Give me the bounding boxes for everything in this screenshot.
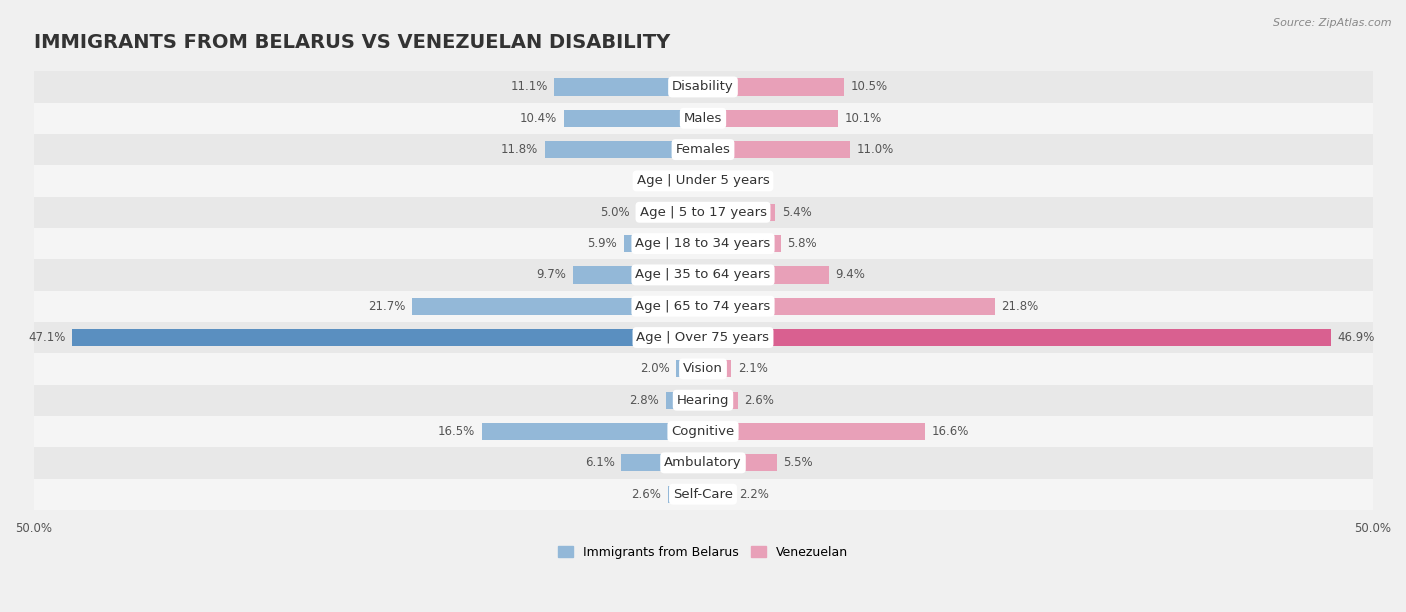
Text: Self-Care: Self-Care	[673, 488, 733, 501]
Bar	[703, 329, 1331, 346]
Bar	[34, 165, 1372, 196]
Bar	[703, 204, 775, 221]
Bar	[34, 134, 1372, 165]
Text: Age | Over 75 years: Age | Over 75 years	[637, 331, 769, 344]
Bar	[72, 329, 703, 346]
Bar	[703, 297, 995, 315]
Bar	[564, 110, 703, 127]
Text: 9.4%: 9.4%	[835, 269, 866, 282]
Bar	[636, 204, 703, 221]
Bar	[412, 297, 703, 315]
Text: Age | 65 to 74 years: Age | 65 to 74 years	[636, 300, 770, 313]
Text: 2.6%: 2.6%	[631, 488, 661, 501]
Text: 1.2%: 1.2%	[725, 174, 755, 187]
Text: Females: Females	[675, 143, 731, 156]
Text: 11.0%: 11.0%	[858, 143, 894, 156]
Bar	[676, 360, 703, 378]
Bar	[34, 291, 1372, 322]
Text: 2.8%: 2.8%	[628, 394, 659, 407]
Text: Ambulatory: Ambulatory	[664, 457, 742, 469]
Bar	[703, 173, 718, 190]
Bar	[703, 235, 780, 252]
Text: 46.9%: 46.9%	[1337, 331, 1375, 344]
Bar	[554, 78, 703, 95]
Text: Hearing: Hearing	[676, 394, 730, 407]
Bar	[668, 485, 703, 503]
Bar	[624, 235, 703, 252]
Text: 11.1%: 11.1%	[510, 80, 548, 94]
Text: 9.7%: 9.7%	[537, 269, 567, 282]
Text: Males: Males	[683, 112, 723, 125]
Legend: Immigrants from Belarus, Venezuelan: Immigrants from Belarus, Venezuelan	[553, 541, 853, 564]
Bar	[34, 228, 1372, 259]
Bar	[34, 71, 1372, 103]
Bar	[703, 360, 731, 378]
Text: 10.5%: 10.5%	[851, 80, 887, 94]
Text: 16.5%: 16.5%	[439, 425, 475, 438]
Text: 16.6%: 16.6%	[932, 425, 969, 438]
Text: 1.0%: 1.0%	[654, 174, 683, 187]
Text: 21.7%: 21.7%	[368, 300, 406, 313]
Text: Age | 18 to 34 years: Age | 18 to 34 years	[636, 237, 770, 250]
Text: Source: ZipAtlas.com: Source: ZipAtlas.com	[1274, 18, 1392, 28]
Text: 21.8%: 21.8%	[1001, 300, 1039, 313]
Bar	[621, 454, 703, 471]
Bar	[703, 454, 776, 471]
Bar	[574, 266, 703, 283]
Text: 47.1%: 47.1%	[28, 331, 66, 344]
Bar	[34, 103, 1372, 134]
Bar	[482, 423, 703, 440]
Bar	[703, 392, 738, 409]
Text: 2.0%: 2.0%	[640, 362, 669, 375]
Bar	[34, 353, 1372, 384]
Bar	[34, 322, 1372, 353]
Text: 5.4%: 5.4%	[782, 206, 811, 218]
Text: Age | 35 to 64 years: Age | 35 to 64 years	[636, 269, 770, 282]
Bar	[34, 196, 1372, 228]
Bar	[703, 423, 925, 440]
Text: 10.4%: 10.4%	[520, 112, 557, 125]
Bar	[703, 141, 851, 159]
Text: 5.9%: 5.9%	[588, 237, 617, 250]
Text: 6.1%: 6.1%	[585, 457, 614, 469]
Text: 11.8%: 11.8%	[501, 143, 538, 156]
Text: Cognitive: Cognitive	[672, 425, 734, 438]
Bar	[703, 110, 838, 127]
Text: 5.8%: 5.8%	[787, 237, 817, 250]
Text: IMMIGRANTS FROM BELARUS VS VENEZUELAN DISABILITY: IMMIGRANTS FROM BELARUS VS VENEZUELAN DI…	[34, 34, 669, 53]
Bar	[34, 259, 1372, 291]
Bar	[665, 392, 703, 409]
Bar	[34, 479, 1372, 510]
Bar	[546, 141, 703, 159]
Text: 5.0%: 5.0%	[600, 206, 630, 218]
Text: Vision: Vision	[683, 362, 723, 375]
Text: Age | 5 to 17 years: Age | 5 to 17 years	[640, 206, 766, 218]
Text: 2.2%: 2.2%	[740, 488, 769, 501]
Text: Age | Under 5 years: Age | Under 5 years	[637, 174, 769, 187]
Text: 10.1%: 10.1%	[845, 112, 882, 125]
Bar	[703, 485, 733, 503]
Text: 2.6%: 2.6%	[745, 394, 775, 407]
Text: Disability: Disability	[672, 80, 734, 94]
Text: 2.1%: 2.1%	[738, 362, 768, 375]
Text: 5.5%: 5.5%	[783, 457, 813, 469]
Bar	[34, 384, 1372, 416]
Bar	[34, 447, 1372, 479]
Bar	[34, 416, 1372, 447]
Bar	[689, 173, 703, 190]
Bar	[703, 266, 830, 283]
Bar	[703, 78, 844, 95]
